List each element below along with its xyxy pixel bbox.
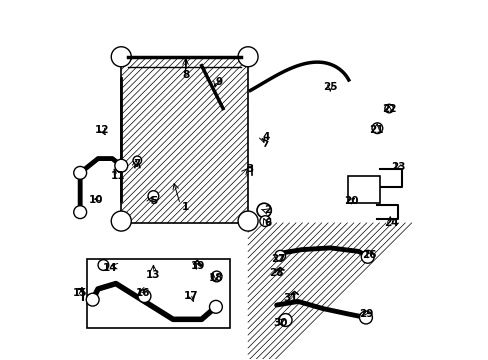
Text: 9: 9 xyxy=(216,77,223,87)
Circle shape xyxy=(257,203,271,217)
Circle shape xyxy=(115,159,127,172)
Text: 5: 5 xyxy=(149,197,157,206)
Text: 11: 11 xyxy=(110,171,124,181)
Text: 26: 26 xyxy=(362,250,376,260)
Circle shape xyxy=(371,123,382,134)
Text: 1: 1 xyxy=(182,202,189,212)
Circle shape xyxy=(98,260,108,270)
Text: 21: 21 xyxy=(368,125,383,135)
Circle shape xyxy=(238,47,258,67)
Text: 22: 22 xyxy=(381,104,396,113)
Text: 6: 6 xyxy=(264,218,271,228)
Circle shape xyxy=(279,314,291,327)
Circle shape xyxy=(86,293,99,306)
Text: 3: 3 xyxy=(246,164,253,174)
Circle shape xyxy=(133,156,142,165)
Text: 27: 27 xyxy=(270,253,285,264)
Text: 12: 12 xyxy=(94,125,109,135)
Text: 31: 31 xyxy=(283,293,298,303)
Bar xyxy=(347,176,380,203)
Bar xyxy=(87,258,230,328)
Text: 14: 14 xyxy=(103,262,118,273)
Text: 29: 29 xyxy=(358,309,372,319)
Text: 2: 2 xyxy=(264,205,271,215)
Text: 28: 28 xyxy=(269,268,284,278)
Circle shape xyxy=(274,250,285,261)
Text: 24: 24 xyxy=(383,218,397,228)
Text: 18: 18 xyxy=(208,273,223,283)
Text: 4: 4 xyxy=(262,132,269,142)
Text: 20: 20 xyxy=(344,197,358,206)
Circle shape xyxy=(138,290,151,302)
Text: 23: 23 xyxy=(390,162,405,172)
Circle shape xyxy=(211,271,222,282)
Text: 15: 15 xyxy=(73,288,87,297)
Circle shape xyxy=(384,104,393,113)
Circle shape xyxy=(74,166,86,179)
Bar xyxy=(121,57,247,223)
Text: 13: 13 xyxy=(146,270,161,280)
Text: 8: 8 xyxy=(182,69,189,80)
Circle shape xyxy=(111,211,131,231)
Text: 16: 16 xyxy=(135,288,150,297)
Circle shape xyxy=(238,211,258,231)
Circle shape xyxy=(111,47,131,67)
Circle shape xyxy=(259,216,270,226)
Circle shape xyxy=(209,300,222,313)
Text: 17: 17 xyxy=(183,291,198,301)
Text: 19: 19 xyxy=(190,261,205,271)
Circle shape xyxy=(74,206,86,219)
Text: 25: 25 xyxy=(322,82,337,92)
Circle shape xyxy=(361,250,373,263)
Text: 30: 30 xyxy=(272,318,287,328)
Text: 7: 7 xyxy=(133,159,141,169)
Circle shape xyxy=(359,311,372,324)
Text: 10: 10 xyxy=(89,195,103,204)
Circle shape xyxy=(148,191,159,202)
